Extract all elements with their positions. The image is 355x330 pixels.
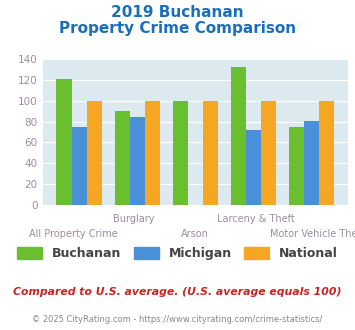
Text: Compared to U.S. average. (U.S. average equals 100): Compared to U.S. average. (U.S. average … bbox=[13, 287, 342, 297]
Bar bbox=[304, 120, 319, 205]
Bar bbox=[231, 67, 246, 205]
Bar bbox=[72, 127, 87, 205]
Text: Larceny & Theft: Larceny & Theft bbox=[217, 214, 295, 224]
Text: 2019 Buchanan: 2019 Buchanan bbox=[111, 5, 244, 20]
Legend: Buchanan, Michigan, National: Buchanan, Michigan, National bbox=[12, 242, 343, 265]
Text: Motor Vehicle Theft: Motor Vehicle Theft bbox=[270, 229, 355, 239]
Bar bbox=[246, 130, 261, 205]
Text: Burglary: Burglary bbox=[114, 214, 155, 224]
Text: © 2025 CityRating.com - https://www.cityrating.com/crime-statistics/: © 2025 CityRating.com - https://www.city… bbox=[32, 315, 323, 324]
Bar bbox=[87, 101, 102, 205]
Bar bbox=[261, 101, 276, 205]
Bar bbox=[203, 101, 218, 205]
Bar bbox=[56, 79, 72, 205]
Bar bbox=[115, 111, 130, 205]
Bar bbox=[319, 101, 334, 205]
Bar bbox=[130, 117, 145, 205]
Bar bbox=[173, 101, 188, 205]
Text: Property Crime Comparison: Property Crime Comparison bbox=[59, 21, 296, 36]
Bar bbox=[145, 101, 160, 205]
Text: Arson: Arson bbox=[181, 229, 209, 239]
Bar bbox=[289, 127, 304, 205]
Text: All Property Crime: All Property Crime bbox=[29, 229, 118, 239]
